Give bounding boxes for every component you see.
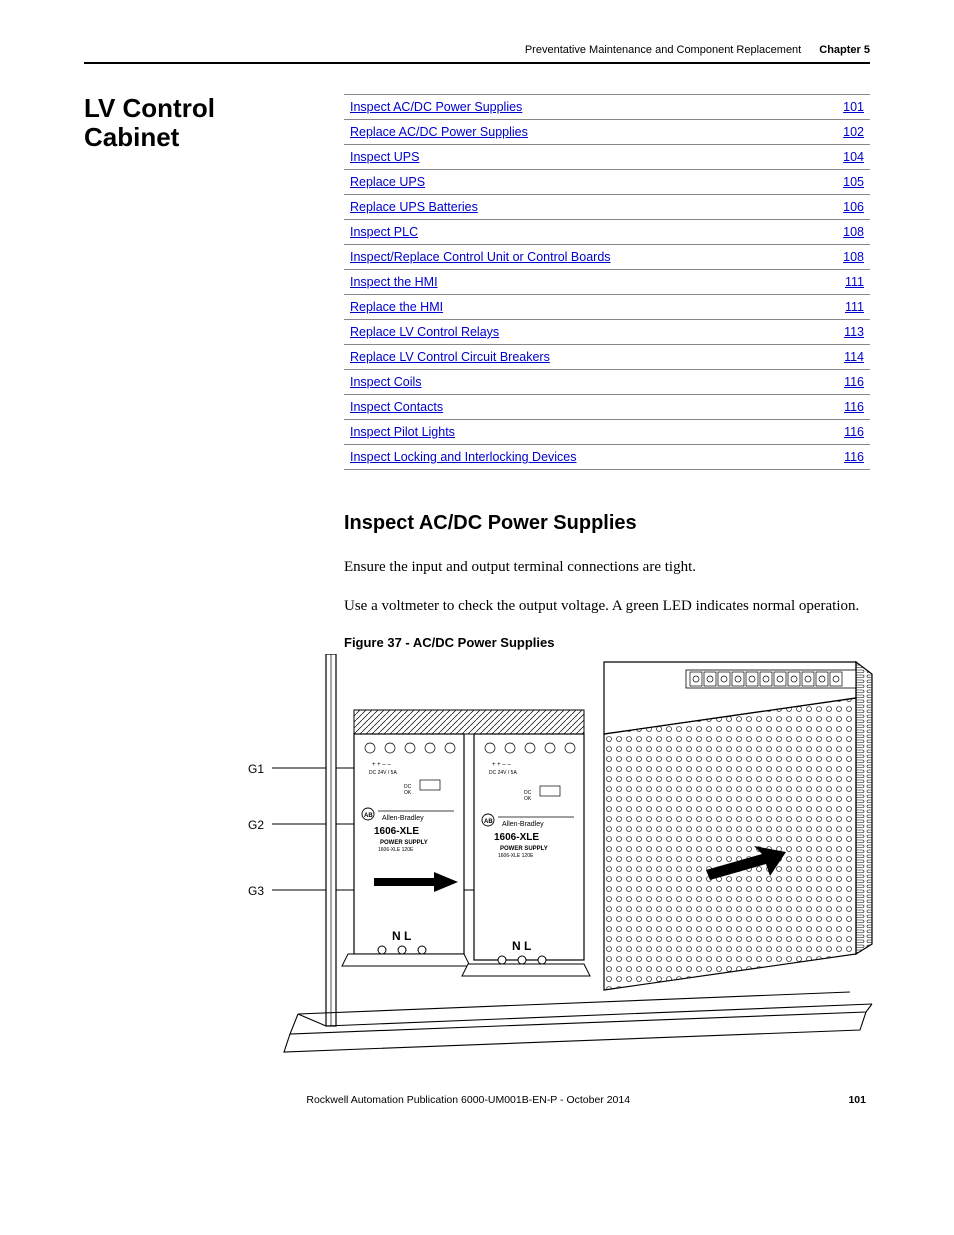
svg-text:1606-XLE: 1606-XLE: [374, 826, 419, 837]
toc-link[interactable]: Inspect the HMI: [350, 275, 438, 289]
toc-link[interactable]: Replace LV Control Circuit Breakers: [350, 350, 550, 364]
subsection: Inspect AC/DC Power Supplies Ensure the …: [344, 512, 870, 650]
toc-row: Inspect AC/DC Power Supplies 101: [344, 95, 870, 120]
svg-text:+ + – –: + + – –: [492, 762, 511, 768]
toc-row: Inspect Locking and Interlocking Devices…: [344, 445, 870, 470]
section-title: LV Control Cabinet: [84, 94, 314, 151]
toc-page-link[interactable]: 101: [843, 100, 864, 114]
svg-text:Allen-Bradley: Allen-Bradley: [502, 821, 544, 828]
toc-row: Replace LV Control Relays 113: [344, 320, 870, 345]
svg-text:1606-XLE 120E: 1606-XLE 120E: [498, 853, 534, 859]
toc-link[interactable]: Replace UPS Batteries: [350, 200, 478, 214]
toc-row: Inspect the HMI 111: [344, 270, 870, 295]
svg-text:N L: N L: [392, 929, 411, 943]
svg-text:POWER SUPPLY: POWER SUPPLY: [380, 840, 428, 846]
page-footer: Rockwell Automation Publication 6000-UM0…: [84, 1094, 870, 1106]
svg-text:+ + – –: + + – –: [372, 762, 391, 768]
svg-text:Allen-Bradley: Allen-Bradley: [382, 815, 424, 822]
svg-text:1606-XLE 120E: 1606-XLE 120E: [378, 847, 414, 853]
footer-publication: Rockwell Automation Publication 6000-UM0…: [306, 1094, 630, 1106]
toc-page-link[interactable]: 102: [843, 125, 864, 139]
toc-link[interactable]: Inspect/Replace Control Unit or Control …: [350, 250, 611, 264]
toc-row: Inspect Pilot Lights 116: [344, 420, 870, 445]
toc-page-link[interactable]: 108: [843, 250, 864, 264]
page-header: Preventative Maintenance and Component R…: [84, 44, 870, 64]
toc-page-link[interactable]: 116: [844, 425, 864, 439]
toc-row: Replace UPS Batteries 106: [344, 195, 870, 220]
toc-page-link[interactable]: 106: [843, 200, 864, 214]
toc-page-link[interactable]: 116: [844, 400, 864, 414]
toc-link[interactable]: Inspect PLC: [350, 225, 418, 239]
toc-row: Inspect UPS 104: [344, 145, 870, 170]
toc-page-link[interactable]: 108: [843, 225, 864, 239]
toc-row: Replace AC/DC Power Supplies 102: [344, 120, 870, 145]
toc-link[interactable]: Inspect Contacts: [350, 400, 443, 414]
toc-link[interactable]: Inspect UPS: [350, 150, 419, 164]
svg-text:OK: OK: [404, 790, 412, 796]
figure-37: G1 G2 G3: [254, 654, 870, 1064]
toc-page-link[interactable]: 114: [844, 350, 864, 364]
toc-page-link[interactable]: 105: [843, 175, 864, 189]
toc-link[interactable]: Replace AC/DC Power Supplies: [350, 125, 528, 139]
section-row: LV Control Cabinet Inspect AC/DC Power S…: [84, 94, 870, 470]
toc-page-link[interactable]: 113: [844, 325, 864, 339]
toc-row: Inspect PLC 108: [344, 220, 870, 245]
svg-text:POWER SUPPLY: POWER SUPPLY: [500, 846, 548, 852]
toc-page-link[interactable]: 116: [844, 450, 864, 464]
toc-link[interactable]: Replace LV Control Relays: [350, 325, 499, 339]
subsection-para-1: Ensure the input and output terminal con…: [344, 557, 870, 578]
svg-text:DC 24V / 5A: DC 24V / 5A: [369, 770, 397, 776]
svg-text:AB: AB: [484, 819, 493, 825]
subsection-heading: Inspect AC/DC Power Supplies: [344, 512, 870, 535]
toc-row: Replace the HMI 111: [344, 295, 870, 320]
svg-text:OK: OK: [524, 796, 532, 802]
toc-row: Inspect Coils 116: [344, 370, 870, 395]
svg-text:N L: N L: [512, 939, 531, 953]
toc-page-link[interactable]: 116: [844, 375, 864, 389]
figure-label-g2: G2: [248, 818, 264, 832]
toc-link[interactable]: Replace UPS: [350, 175, 425, 189]
footer-page-number: 101: [848, 1094, 866, 1106]
svg-text:DC 24V / 5A: DC 24V / 5A: [489, 770, 517, 776]
figure-caption: Figure 37 - AC/DC Power Supplies: [344, 635, 870, 650]
toc-row: Inspect Contacts 116: [344, 395, 870, 420]
toc-page-link[interactable]: 111: [845, 300, 864, 314]
toc-row: Replace UPS 105: [344, 170, 870, 195]
subsection-para-2: Use a voltmeter to check the output volt…: [344, 596, 870, 617]
svg-text:1606-XLE: 1606-XLE: [494, 832, 539, 843]
toc-page-link[interactable]: 104: [843, 150, 864, 164]
figure-label-g3: G3: [248, 884, 264, 898]
toc-link[interactable]: Inspect Locking and Interlocking Devices: [350, 450, 577, 464]
toc-link[interactable]: Inspect AC/DC Power Supplies: [350, 100, 522, 114]
toc-link[interactable]: Inspect Coils: [350, 375, 422, 389]
toc-row: Replace LV Control Circuit Breakers 114: [344, 345, 870, 370]
power-supplies-illustration: + + – – DC 24V / 5A DC OK AB Allen-Bradl…: [254, 654, 874, 1064]
toc-table: Inspect AC/DC Power Supplies 101 Replace A…: [344, 94, 870, 470]
header-chapter: Chapter 5: [819, 44, 870, 56]
toc-page-link[interactable]: 111: [845, 275, 864, 289]
toc-link[interactable]: Replace the HMI: [350, 300, 443, 314]
svg-text:AB: AB: [364, 813, 373, 819]
header-title: Preventative Maintenance and Component R…: [525, 44, 801, 56]
toc-link[interactable]: Inspect Pilot Lights: [350, 425, 455, 439]
toc-row: Inspect/Replace Control Unit or Control …: [344, 245, 870, 270]
figure-label-g1: G1: [248, 762, 264, 776]
